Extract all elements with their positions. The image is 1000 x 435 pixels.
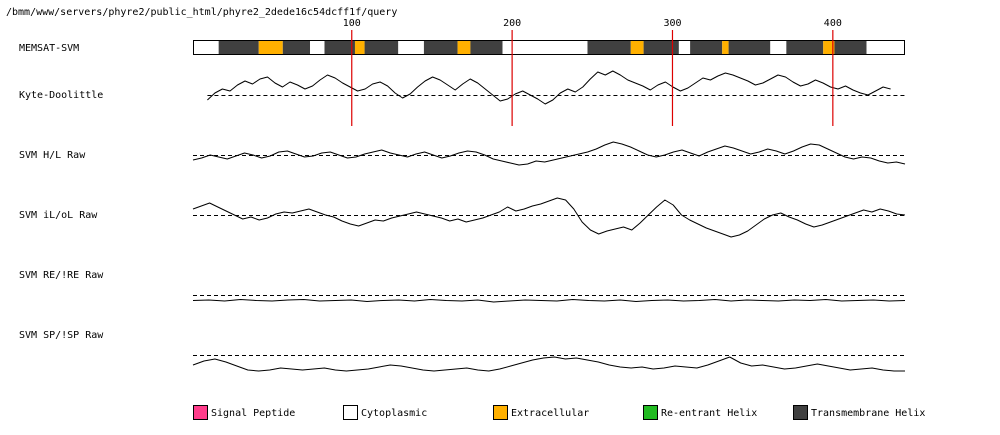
prediction-tracks: Kyte-Doolittle SVM H/L Raw SVM iL/oL Raw SV… [19,70,906,372]
tick-label: 300 [663,18,681,29]
memsat-segment-cytoplasmic [770,40,787,55]
query-path-label: /bmm/www/servers/phyre2/public_html/phyr… [6,7,397,18]
memsat-segment-transmembrane [728,40,771,55]
memsat-segment-transmembrane [587,40,631,55]
memsat-segment-transmembrane [786,40,824,55]
tick-label: 100 [343,18,361,29]
memsat-segment-transmembrane [834,40,867,55]
legend-swatch [493,405,508,420]
legend: Signal Peptide Cytoplasmic Extracellular Re… [193,405,925,420]
legend-swatch [193,405,208,420]
tick-label: 400 [824,18,842,29]
track-label: SVM RE/!RE Raw [19,270,104,281]
memsat-segment-cytoplasmic [193,40,219,55]
memsat-segment-cytoplasmic [310,40,325,55]
track-label: SVM iL/oL Raw [19,210,98,221]
position-markers [351,30,834,126]
memsat-segment-extracellular [258,40,283,55]
memsat-segment-cytoplasmic [502,40,588,55]
track-label: SVM H/L Raw [19,150,86,161]
legend-label: Transmembrane Helix [811,408,925,419]
memsat-segment-transmembrane [643,40,679,55]
legend-swatch [793,405,808,420]
series-line [192,197,906,238]
memsat-segment-cytoplasmic [398,40,424,55]
memsat-segment-extracellular [722,40,729,55]
memsat-segment-extracellular [354,40,365,55]
memsat-segment-cytoplasmic [866,40,905,55]
memsat-segment-transmembrane [364,40,399,55]
tick-label: 200 [503,18,521,29]
memsat-segment-cytoplasmic [678,40,691,55]
series-line [207,70,891,105]
track-label: SVM SP/!SP Raw [19,330,104,341]
ruler-ticks: 100 200 300 400 [343,18,842,29]
legend-label: Extracellular [511,408,589,419]
legend-swatch [643,405,658,420]
memsat-segment-transmembrane [324,40,355,55]
memsat-segment-extracellular [630,40,644,55]
series-line [192,356,905,372]
memsat-segment-transmembrane [690,40,723,55]
memsat-outline [193,40,905,55]
track-label: Kyte-Doolittle [19,90,103,101]
memsat-label: MEMSAT-SVM [19,43,79,54]
memsat-segment-transmembrane [470,40,503,55]
legend-swatch [343,405,358,420]
memsat-track [193,40,905,55]
memsat-segment-transmembrane [423,40,458,55]
memsat-segment-extracellular [823,40,835,55]
memsat-segment-extracellular [457,40,471,55]
memsat-segment-transmembrane [218,40,259,55]
legend-label: Signal Peptide [211,408,295,419]
memsat-segment-transmembrane [282,40,311,55]
legend-label: Cytoplasmic [361,408,427,419]
series-line [192,141,906,166]
legend-label: Re-entrant Helix [661,408,757,419]
series-line [192,299,906,303]
